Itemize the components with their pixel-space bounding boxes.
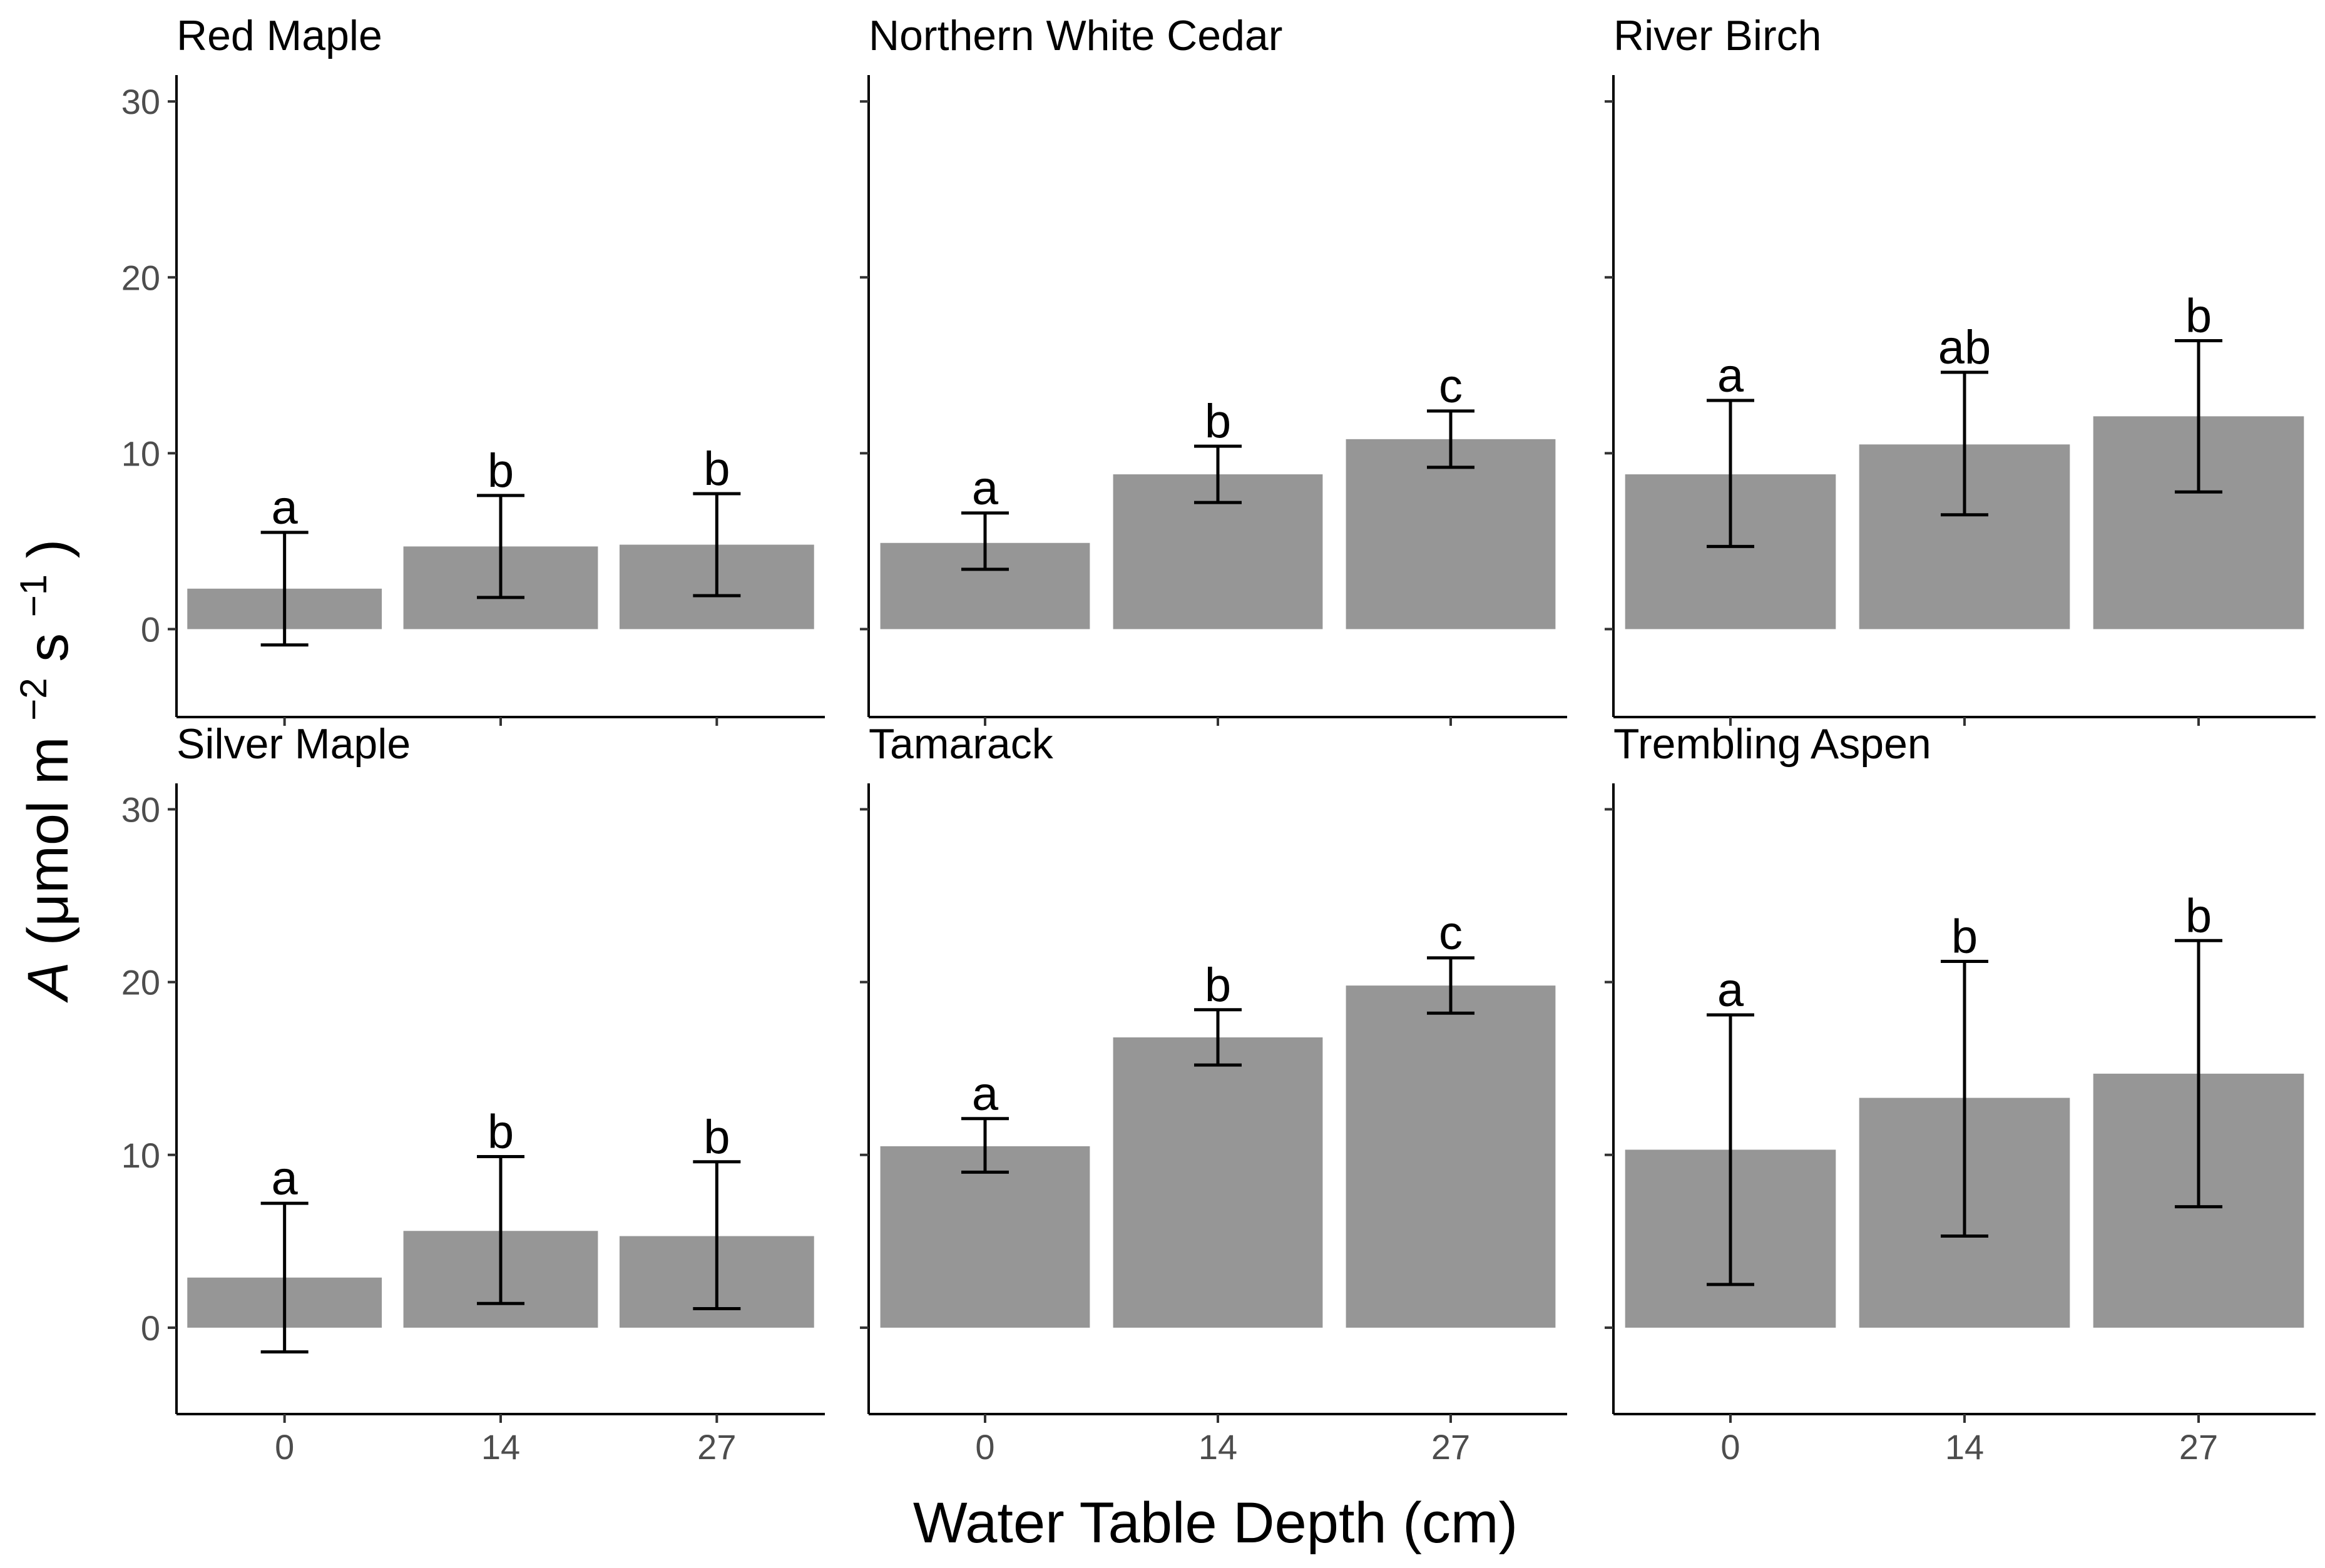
bar-14cm [1113, 1037, 1323, 1328]
x-tick-label: 0 [1720, 1427, 1740, 1467]
significance-letter: b [703, 442, 730, 496]
significance-letter: b [1951, 910, 1978, 963]
x-tick-label: 14 [481, 1427, 520, 1467]
panel-title: Northern White Cedar [869, 12, 1282, 59]
y-tick-label: 0 [141, 609, 160, 649]
error-bar [2175, 339, 2222, 494]
y-tick-label: 30 [121, 82, 160, 121]
significance-letter: b [1205, 959, 1231, 1012]
error-bar [1427, 409, 1474, 469]
significance-letter: a [972, 1067, 999, 1121]
panel-northern-white-cedar: Northern White Cedar a b c [860, 12, 1567, 726]
y-axis-title: A (μmol m −2 s −1 ) [0, 539, 80, 1004]
x-tick-label: 14 [1198, 1427, 1237, 1467]
significance-letter: c [1439, 907, 1463, 960]
y-axis-title-mid: s [16, 633, 80, 662]
error-bar [961, 511, 1009, 571]
x-tick-label: 27 [2179, 1427, 2218, 1467]
y-tick-label: 20 [121, 963, 160, 1002]
significance-letter: c [1439, 360, 1463, 413]
y-axis-title-unit: (μmol m [16, 736, 80, 945]
error-bar [693, 492, 741, 598]
x-tick-label: 27 [1431, 1427, 1470, 1467]
error-bar [477, 1155, 524, 1305]
significance-letter: a [272, 481, 299, 534]
bar-27cm [1346, 985, 1556, 1328]
error-bar [1941, 959, 1988, 1238]
y-tick-label: 30 [121, 790, 160, 829]
y-tick-label: 20 [121, 258, 160, 297]
significance-letter: b [2185, 889, 2212, 942]
error-bar [1194, 444, 1242, 504]
y-axis-title-exp2: −1 [13, 574, 54, 617]
error-bar [1707, 399, 1754, 548]
y-axis-title-exp1: −2 [13, 678, 54, 720]
error-bar [1427, 956, 1474, 1015]
panel-title: Red Maple [176, 12, 382, 59]
significance-letter: a [1717, 964, 1744, 1017]
panel-river-birch: River Birch a ab b [1605, 12, 2316, 726]
significance-letter: b [2185, 289, 2212, 342]
significance-letter: a [1717, 349, 1744, 402]
error-bar [1707, 1013, 1754, 1286]
x-axis-title: Water Table Depth (cm) [913, 1491, 1518, 1555]
error-bar [260, 1201, 309, 1354]
error-bar [260, 531, 309, 647]
significance-letter: b [488, 1106, 514, 1159]
error-bar [2175, 939, 2222, 1209]
panel-title: Silver Maple [176, 720, 411, 768]
y-axis-title-close: ) [16, 539, 80, 559]
x-tick-label: 27 [697, 1427, 736, 1467]
significance-letter: a [272, 1152, 299, 1205]
error-bar [477, 494, 524, 599]
y-tick-label: 10 [121, 1136, 160, 1175]
significance-letter: b [703, 1111, 730, 1164]
y-axis-title-symbol: A [16, 962, 80, 1003]
y-tick-label: 10 [121, 434, 160, 473]
x-tick-label: 0 [275, 1427, 294, 1467]
panel-silver-maple: Silver Maple a b b 0 10 20 30 0 14 27 [121, 720, 825, 1467]
bar-0cm [880, 1146, 1090, 1328]
panel-title: Trembling Aspen [1613, 720, 1931, 768]
significance-letter: a [972, 462, 999, 515]
panel-red-maple: Red Maple a b b 0 10 20 30 [121, 12, 825, 726]
error-bar [693, 1160, 741, 1311]
y-tick-label: 0 [141, 1308, 160, 1348]
bar-27cm [1346, 439, 1556, 629]
panel-title: River Birch [1613, 12, 1822, 59]
significance-letter: b [1205, 395, 1231, 448]
error-bar [1941, 370, 1988, 517]
error-bar [1194, 1008, 1242, 1067]
panel-trembling-aspen: Trembling Aspen a b b 0 14 27 [1605, 720, 2316, 1467]
error-bar [961, 1117, 1009, 1174]
x-tick-label: 0 [975, 1427, 994, 1467]
significance-letter: ab [1938, 321, 1991, 374]
panel-tamarack: Tamarack a b c 0 14 27 [860, 720, 1567, 1467]
panel-title: Tamarack [869, 720, 1054, 768]
significance-letter: b [488, 444, 514, 497]
x-tick-label: 14 [1945, 1427, 1984, 1467]
